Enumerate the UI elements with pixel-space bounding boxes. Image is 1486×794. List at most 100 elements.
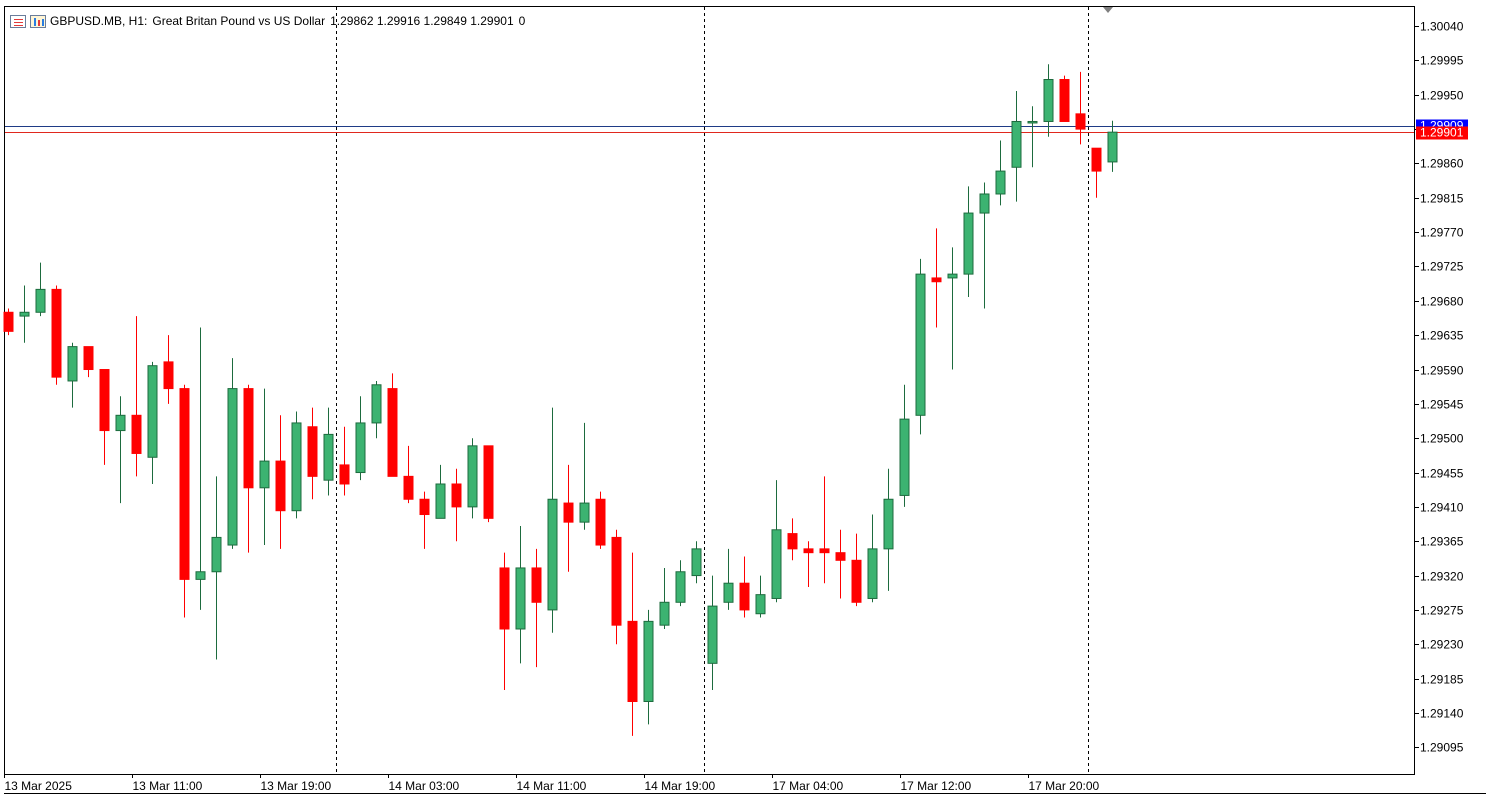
y-tick-label: 1.29095 (1420, 741, 1464, 755)
y-tick-label: 1.29365 (1420, 535, 1464, 549)
candle-body (467, 445, 478, 508)
candle-body (99, 369, 110, 432)
bear-candle (835, 529, 846, 599)
y-tick-label: 1.29140 (1420, 707, 1464, 721)
bull-candle (435, 464, 446, 519)
candle-body (131, 414, 142, 454)
candle-body (35, 288, 46, 313)
candle-body (867, 548, 878, 599)
y-tick-label: 1.29995 (1420, 54, 1464, 68)
y-tick-label: 1.29230 (1420, 638, 1464, 652)
candle-body (211, 536, 222, 573)
candle-body (723, 582, 734, 603)
bull-candle (371, 380, 382, 439)
candle-body (627, 620, 638, 702)
chart-header: GBPUSD.MB, H1: Great Britan Pound vs US … (10, 12, 530, 30)
candle-body (435, 483, 446, 519)
bear-candle (739, 556, 750, 618)
candle-body (851, 559, 862, 603)
candle-body (19, 311, 30, 317)
candle-body (915, 273, 926, 416)
candle-body (1091, 147, 1102, 172)
y-tick-label: 1.29770 (1420, 226, 1464, 240)
shift-marker-icon[interactable] (1103, 7, 1113, 13)
candle-body (147, 365, 158, 458)
bear-candle (531, 548, 542, 668)
x-tick-label: 17 Mar 20:00 (1029, 779, 1100, 793)
candle-body (387, 388, 398, 477)
bull-candle (579, 422, 590, 530)
y-tick-label: 1.29635 (1420, 329, 1464, 343)
bear-candle (563, 464, 574, 572)
candle-body (707, 605, 718, 664)
y-tick-label: 1.29860 (1420, 157, 1464, 171)
candle-body (163, 361, 174, 390)
bull-candle (115, 396, 126, 504)
bull-candle (707, 575, 718, 691)
bear-candle (499, 552, 510, 691)
bull-candle (947, 247, 958, 370)
x-tick-label: 17 Mar 04:00 (773, 779, 844, 793)
bull-candle (67, 342, 78, 408)
bear-candle (163, 335, 174, 404)
bear-candle (627, 552, 638, 736)
candle-body (883, 498, 894, 550)
volume-value: 0 (518, 14, 526, 28)
bull-candle (691, 541, 702, 584)
bull-candle (355, 396, 366, 481)
candle-body (419, 498, 430, 516)
candle-body (563, 502, 574, 523)
candle-body (963, 212, 974, 275)
candle-body (819, 548, 830, 554)
y-tick-label: 1.29320 (1420, 570, 1464, 584)
bull-candle (259, 388, 270, 546)
candle-body (3, 311, 14, 332)
bear-candle (387, 373, 398, 477)
y-tick-label: 1.29500 (1420, 432, 1464, 446)
price-axis[interactable]: 1.300401.299951.299501.299051.298601.298… (1415, 20, 1464, 755)
chart-window-icon[interactable] (30, 14, 46, 28)
y-tick-label: 1.29410 (1420, 501, 1464, 515)
candle-body (611, 536, 622, 626)
bear-candle (3, 308, 14, 336)
candle-body (675, 571, 686, 603)
bull-candle (147, 361, 158, 484)
x-tick-label: 13 Mar 19:00 (261, 779, 332, 793)
bear-candle (1059, 75, 1070, 122)
plot-border (4, 6, 1415, 775)
candle-body (835, 552, 846, 561)
time-axis[interactable]: 13 Mar 2025 13 Mar 11:00 13 Mar 19:00 14 Ma… (4, 774, 1100, 793)
candle-body (51, 288, 62, 378)
x-tick-label: 14 Mar 19:00 (645, 779, 716, 793)
candle-body (1043, 79, 1054, 122)
ohlc-values: 1.29862 1.29916 1.29849 1.29901 (330, 14, 514, 28)
bear-candle (803, 541, 814, 588)
y-tick-label: 1.29950 (1420, 89, 1464, 103)
chart-list-icon[interactable] (10, 14, 26, 28)
candle-body (515, 567, 526, 630)
candle-body (787, 533, 798, 550)
bear-candle (419, 491, 430, 549)
y-tick-label: 1.29725 (1420, 260, 1464, 274)
bear-candle (1075, 71, 1086, 145)
bull-candle (867, 514, 878, 603)
bull-candle (1011, 90, 1022, 202)
bear-candle (307, 407, 318, 500)
bull-candle (515, 525, 526, 664)
bull-candle (915, 258, 926, 435)
x-tick-label: 17 Mar 12:00 (901, 779, 972, 793)
bear-candle (851, 533, 862, 607)
bear-candle (339, 426, 350, 496)
period-separators (336, 7, 1089, 774)
bear-candle (451, 468, 462, 542)
candle-body (1075, 113, 1086, 130)
bull-candle (643, 609, 654, 725)
bull-candle (979, 182, 990, 309)
x-tick-label: 13 Mar 11:00 (133, 779, 203, 793)
bull-candle (755, 575, 766, 618)
bear-candle (403, 445, 414, 504)
candle-body (979, 193, 990, 214)
candle-body (243, 388, 254, 489)
y-tick-label: 1.29680 (1420, 295, 1464, 309)
